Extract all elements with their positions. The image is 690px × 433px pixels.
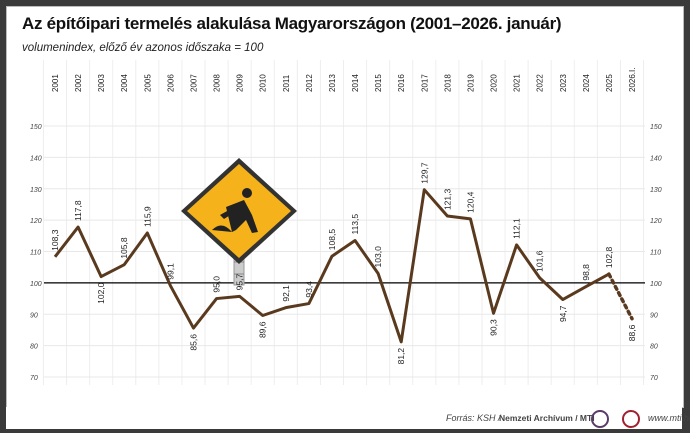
data-label: 85,6 [188,334,198,351]
data-label: 90,3 [489,319,499,336]
x-tick-label: 2018 [443,74,452,92]
x-tick-label: 2006 [166,74,175,92]
x-tick-label: 2025 [605,74,614,92]
series-line-dashed [607,272,634,321]
data-label: 117,8 [73,200,83,221]
data-label: 101,6 [535,250,545,272]
x-tick-label: 2024 [582,74,591,92]
y-tick-label: 150 [30,124,42,131]
data-label: 113,5 [350,214,360,235]
x-tick-label: 2026.I. [628,68,637,92]
y-tick-label: 100 [650,281,662,288]
source-bold: Nemzeti Archívum / MTI [499,413,595,423]
x-tick-label: 2021 [513,74,522,92]
data-label: 95,0 [212,276,222,293]
data-label: 108,3 [50,229,60,251]
y-tick-label: 90 [650,312,658,319]
road-works-sign-icon [181,158,297,286]
x-tick-label: 2003 [97,74,106,92]
nemzeti-archivum-logo [591,410,609,428]
data-label: 98,8 [581,264,591,281]
data-label: 115,9 [142,206,152,227]
x-tick-label: 2014 [351,74,360,92]
source-prefix: Forrás: KSH / [446,413,501,423]
x-tick-label: 2013 [328,74,337,92]
data-label: 129,7 [419,162,429,184]
y-tick-label: 120 [30,218,42,225]
chart-subtitle: volumenindex, előző év azonos időszaka =… [22,42,264,54]
x-tick-label: 2002 [74,74,83,92]
data-label: 89,6 [258,321,268,338]
y-tick-label: 140 [650,155,662,162]
y-tick-label: 110 [650,250,661,257]
data-label: 95,7 [235,274,245,291]
data-label: 103,0 [373,246,383,268]
x-tick-label: 2004 [120,74,129,92]
footer: Forrás: KSH / Nemzeti Archívum / MTI www… [6,407,690,429]
x-tick-label: 2001 [51,74,60,92]
x-tick-label: 2019 [466,74,475,92]
x-tick-label: 2005 [143,74,152,92]
x-tick-label: 2012 [305,74,314,92]
data-label: 93,4 [304,281,314,298]
y-tick-label: 110 [30,250,41,257]
y-tick-label: 130 [30,187,42,194]
chart-title: Az építőipari termelés alakulása Magyaro… [22,14,562,33]
mti-logo [622,410,640,428]
y-tick-label: 120 [650,218,662,225]
x-tick-label: 2017 [420,74,429,92]
data-label: 102,0 [96,282,106,304]
x-tick-label: 2007 [189,74,198,92]
y-tick-label: 70 [650,375,658,382]
data-label: 120,4 [465,191,475,213]
x-tick-label: 2016 [397,74,406,92]
x-tick-label: 2015 [374,74,383,92]
data-label: 108,5 [327,229,337,251]
x-tick-label: 2010 [259,74,268,92]
y-tick-label: 90 [30,312,38,319]
x-tick-label: 2022 [536,74,545,92]
x-tick-label: 2023 [559,74,568,92]
y-tick-label: 100 [30,281,42,288]
data-label: 112,1 [512,218,522,239]
x-tick-label: 2020 [490,74,499,92]
series-line [53,188,610,344]
y-tick-label: 150 [650,124,662,131]
y-tick-label: 80 [650,344,658,351]
y-tick-label: 70 [30,375,38,382]
y-tick-label: 130 [650,187,662,194]
data-label: 121,3 [442,189,452,211]
y-tick-label: 140 [30,155,42,162]
data-label: 88,6 [627,324,637,341]
chart-panel [6,6,684,408]
y-tick-label: 80 [30,344,38,351]
data-label: 102,8 [604,247,614,269]
x-tick-label: 2008 [213,74,222,92]
data-label: 92,1 [281,285,291,302]
data-label: 99,1 [165,263,175,280]
x-tick-label: 2011 [282,74,291,92]
x-tick-label: 2009 [236,74,245,92]
data-label: 105,8 [119,237,129,259]
data-label: 81,2 [396,348,406,365]
data-label: 94,7 [558,305,568,322]
website-url: www.mti.hu [648,413,690,423]
